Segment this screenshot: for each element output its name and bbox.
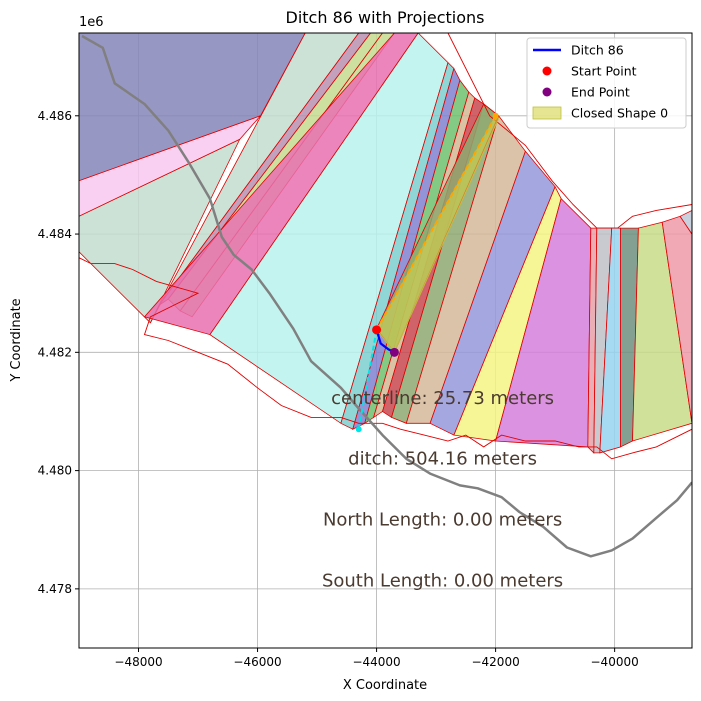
start-point-marker	[372, 325, 382, 335]
projection-strip	[632, 221, 692, 442]
y-offset-label: 1e6	[79, 15, 104, 30]
length-annotation: ditch: 504.16 meters	[348, 449, 537, 470]
y-tick-label: 4.482	[38, 345, 72, 359]
projection-line	[375, 115, 497, 331]
x-tick-label: −40000	[591, 655, 639, 669]
y-tick-label: 4.484	[38, 227, 72, 241]
projection-strip	[661, 215, 692, 424]
length-annotation: North Length: 0.00 meters	[323, 510, 562, 531]
y-tick-label: 4.478	[38, 582, 72, 596]
x-axis-label: X Coordinate	[343, 678, 427, 693]
legend-swatch-patch	[532, 106, 562, 120]
parcel-outline	[79, 33, 692, 460]
annotations: centerline: 25.73 meters ditch: 504.16 me…	[322, 388, 563, 592]
y-tick-label: 4.480	[38, 464, 72, 478]
legend-swatch-marker	[542, 66, 552, 76]
y-axis-label: Y Coordinate	[9, 298, 24, 382]
length-annotation: centerline: 25.73 meters	[331, 388, 554, 409]
y-tick-label: 4.486	[38, 109, 72, 123]
projection-end-marker	[355, 426, 362, 433]
x-tick-label: −42000	[471, 655, 519, 669]
plot-frame	[78, 32, 693, 649]
x-tick-label: −44000	[352, 655, 400, 669]
end-point-marker	[389, 347, 399, 357]
legend-label: End Point	[571, 85, 630, 100]
x-tick-label: −46000	[233, 655, 281, 669]
projection-line	[357, 329, 378, 430]
legend-label: Ditch 86	[571, 43, 624, 58]
projection-end-marker	[492, 112, 499, 119]
legend-label: Start Point	[571, 64, 637, 79]
x-tick-label: −48000	[114, 655, 162, 669]
projection-strip	[679, 209, 692, 235]
legend-label: Closed Shape 0	[571, 106, 668, 121]
legend: Ditch 86 Start Point End Point Closed Shape…	[526, 37, 687, 129]
centerline-series	[81, 34, 692, 558]
axes: −48000 −46000 −44000 −42000 −40000 4.478 4.480…	[38, 109, 639, 669]
legend-box	[526, 37, 687, 129]
plot-area	[79, 33, 692, 558]
chart-title: Ditch 86 with Projections	[286, 8, 485, 27]
length-annotation: South Length: 0.00 meters	[322, 571, 563, 592]
legend-swatch-marker	[542, 87, 552, 97]
